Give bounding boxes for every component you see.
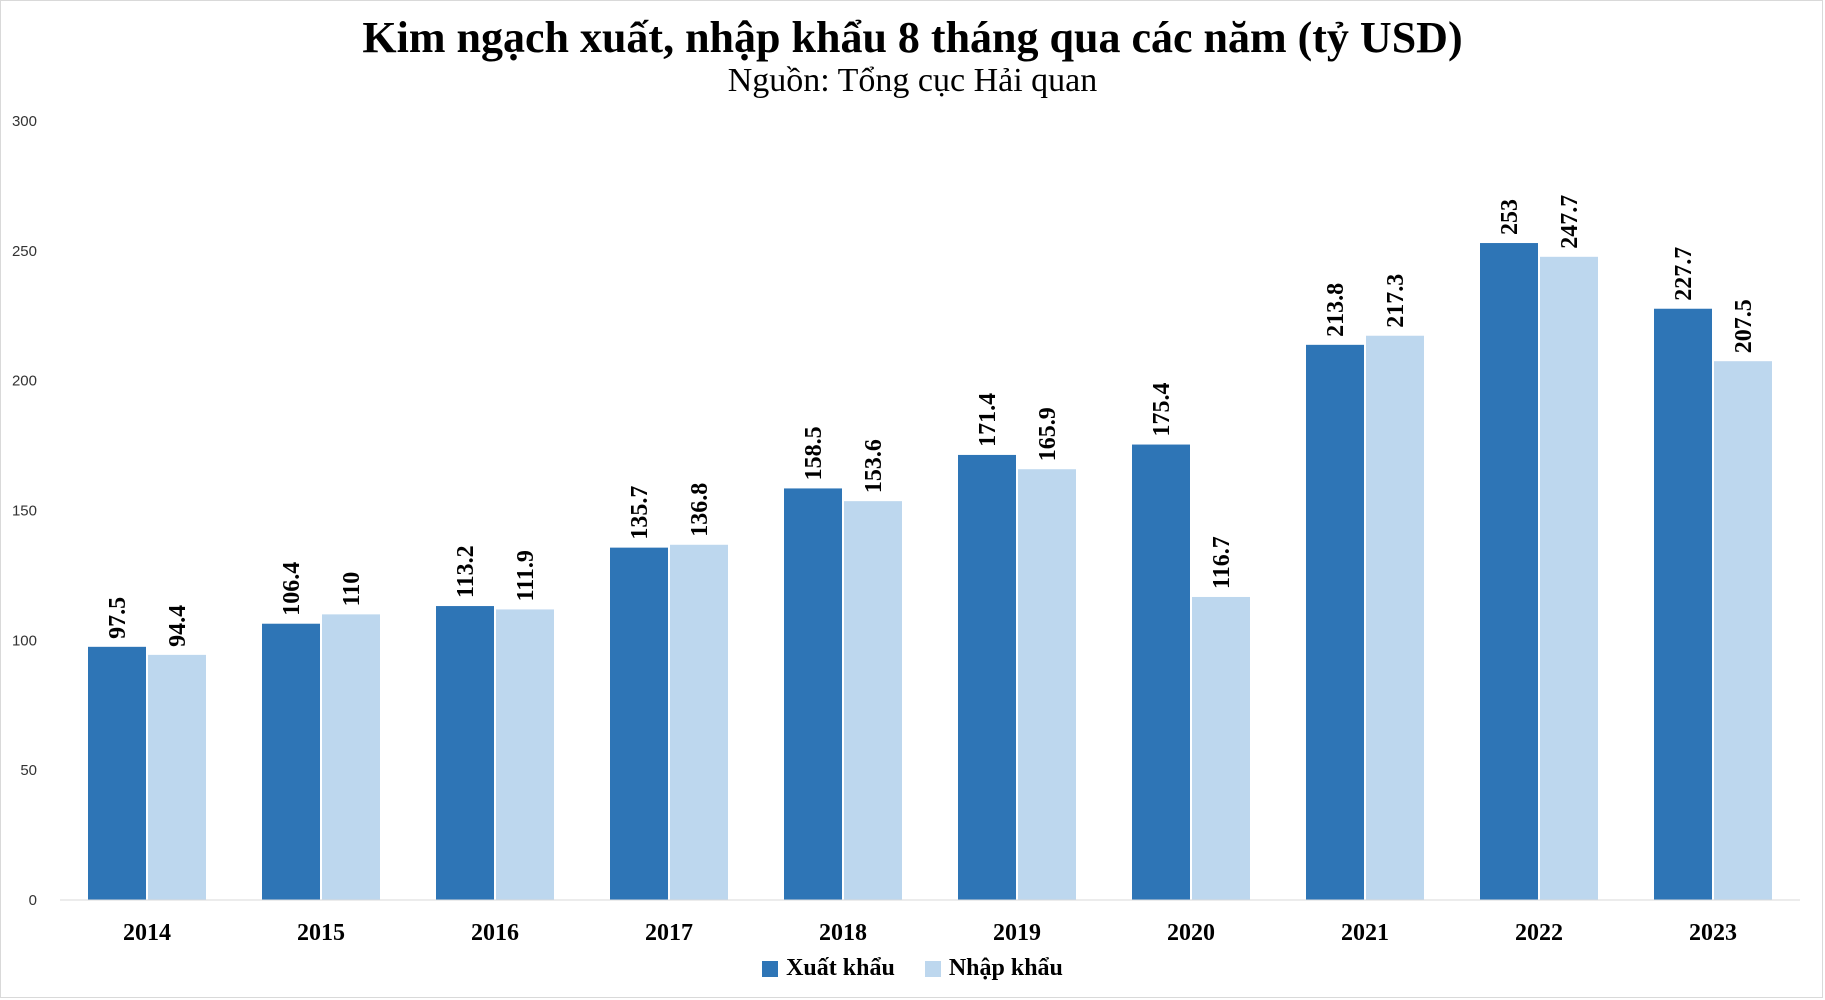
data-label-import-2022: 247.7 (1557, 195, 1583, 249)
bar-export-2016 (436, 606, 494, 900)
bar-import-2019 (1018, 469, 1076, 900)
y-tick-label: 150 (12, 503, 37, 520)
x-axis-categories: 2014 2015 2016 2017 2018 2019 2020 2021 2022 2023 (123, 920, 1737, 946)
chart-subtitle: Nguồn: Tổng cục Hải quan (727, 62, 1098, 99)
legend-swatch-export (762, 960, 779, 977)
x-category-label: 2023 (1689, 920, 1737, 946)
bar-export-2021 (1306, 344, 1364, 901)
legend-item-export: Xuất khẩu (762, 955, 895, 982)
bar-import-2017 (670, 544, 728, 900)
bar-export-2018 (784, 488, 842, 900)
y-tick-label: 200 (12, 373, 37, 390)
x-category-label: 2019 (993, 920, 1041, 946)
data-labels: 97.5 94.4 106.4 110 113.2 111.9 135.7 136.8 158.… (105, 195, 1757, 647)
bar-import-2016 (496, 609, 554, 900)
legend-label-import: Nhập khẩu (948, 955, 1063, 981)
bar-export-2019 (958, 454, 1016, 900)
bar-import-2014 (148, 654, 206, 900)
data-label-export-2017: 135.7 (627, 486, 653, 540)
data-label-export-2023: 227.7 (1671, 247, 1697, 301)
data-label-export-2021: 213.8 (1323, 283, 1349, 337)
legend-item-import: Nhập khẩu (924, 955, 1063, 982)
data-label-import-2015: 110 (339, 572, 365, 607)
x-category-label: 2020 (1167, 920, 1215, 946)
data-label-export-2014: 97.5 (105, 597, 131, 639)
bar-import-2021 (1366, 335, 1424, 900)
y-tick-label: 50 (20, 762, 37, 779)
x-category-label: 2015 (297, 920, 345, 946)
bar-series (88, 243, 1772, 901)
bar-export-2017 (610, 547, 668, 900)
data-label-import-2021: 217.3 (1383, 274, 1409, 328)
data-label-import-2014: 94.4 (165, 605, 191, 647)
y-tick-label: 0 (29, 892, 37, 909)
x-category-label: 2017 (645, 920, 693, 946)
bar-import-2015 (322, 614, 380, 900)
bar-export-2022 (1480, 243, 1538, 900)
data-label-export-2015: 106.4 (279, 562, 305, 616)
data-label-export-2016: 113.2 (453, 545, 479, 598)
y-tick-label: 250 (12, 243, 37, 260)
bar-import-2018 (844, 501, 902, 900)
bar-export-2014 (88, 646, 146, 900)
data-label-import-2023: 207.5 (1731, 299, 1757, 353)
data-label-import-2019: 165.9 (1035, 407, 1061, 461)
x-category-label: 2021 (1341, 920, 1389, 946)
bar-import-2023 (1714, 361, 1772, 901)
data-label-import-2020: 116.7 (1209, 536, 1235, 589)
bar-export-2015 (262, 623, 320, 900)
data-label-export-2019: 171.4 (975, 393, 1001, 447)
legend-swatch-import (924, 960, 941, 977)
legend-label-export: Xuất khẩu (786, 955, 895, 981)
y-tick-label: 100 (12, 632, 37, 649)
data-label-export-2018: 158.5 (801, 426, 827, 480)
bar-import-2022 (1540, 256, 1598, 900)
data-label-export-2022: 253 (1497, 199, 1523, 235)
x-category-label: 2018 (819, 920, 867, 946)
legend: Xuất khẩu Nhập khẩu (0, 955, 1825, 984)
y-axis-ticks: 0 50 100 150 200 250 300 (12, 113, 37, 909)
bar-import-2020 (1192, 596, 1250, 900)
data-label-import-2018: 153.6 (861, 439, 887, 493)
data-label-export-2020: 175.4 (1149, 383, 1175, 437)
y-tick-label: 300 (12, 113, 37, 130)
data-label-import-2016: 111.9 (513, 550, 539, 601)
data-label-import-2017: 136.8 (687, 483, 713, 537)
bar-export-2020 (1132, 444, 1190, 900)
x-category-label: 2014 (123, 920, 171, 946)
x-category-label: 2016 (471, 920, 519, 946)
bar-export-2023 (1654, 308, 1712, 900)
chart-title: Kim ngạch xuất, nhập khẩu 8 tháng qua cá… (362, 13, 1463, 62)
x-category-label: 2022 (1515, 920, 1563, 946)
